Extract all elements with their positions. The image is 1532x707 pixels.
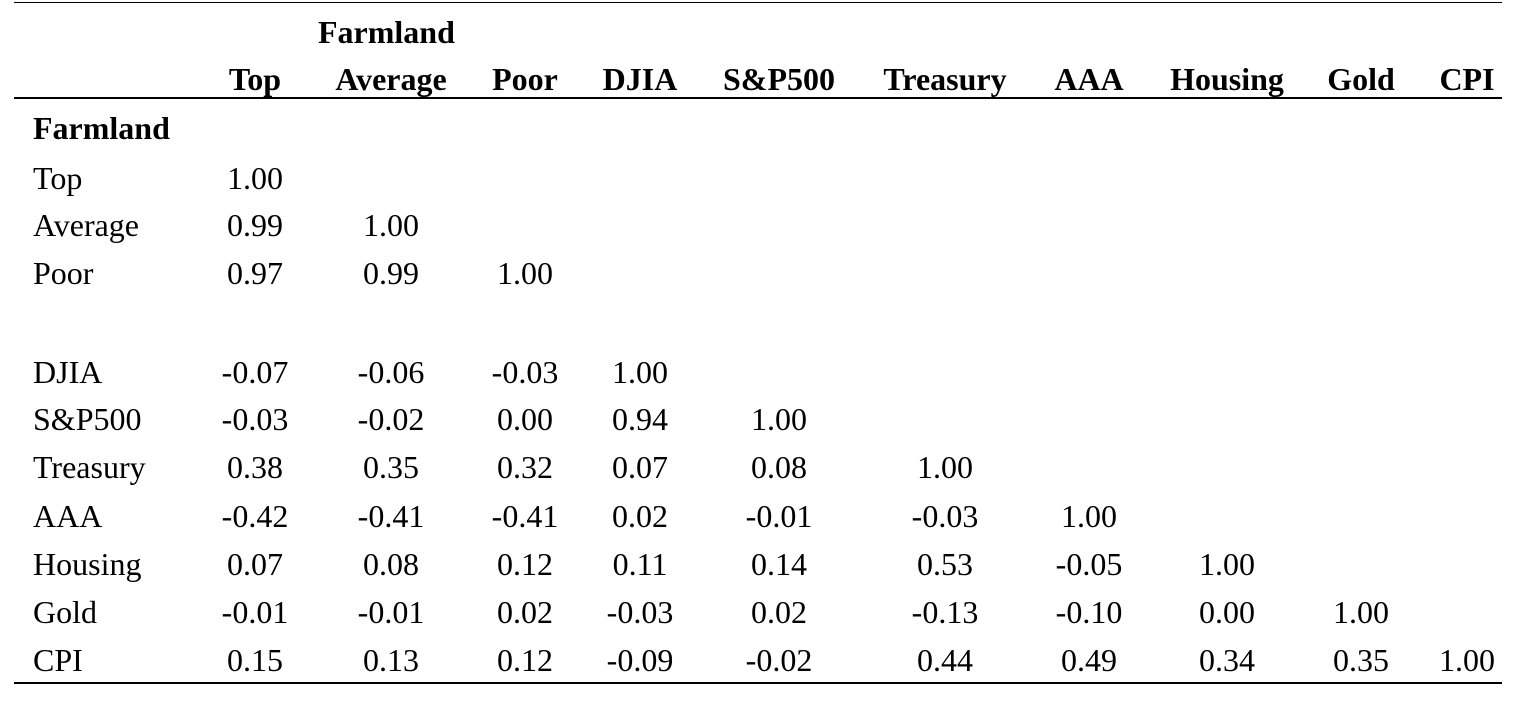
table-cell: 1.00	[1199, 546, 1255, 582]
column-header-aaa: AAA	[1054, 61, 1124, 97]
table-cell: 0.12	[497, 642, 553, 678]
table-cell: 0.35	[1333, 642, 1389, 678]
table-cell: -0.10	[1055, 594, 1123, 630]
table-cell: 1.00	[1333, 594, 1389, 630]
table-cell: 0.32	[497, 449, 553, 485]
table-cell: 0.99	[227, 207, 283, 243]
table-cell: 0.08	[751, 449, 807, 485]
table-cell: 0.44	[917, 642, 973, 678]
table-cell: -0.02	[745, 642, 813, 678]
table-cell: 0.02	[497, 594, 553, 630]
table-cell: 0.14	[751, 546, 807, 582]
table-cell: 0.00	[497, 401, 553, 437]
table-cell: 0.07	[612, 449, 668, 485]
table-cell: -0.42	[221, 498, 289, 534]
table-cell: 0.08	[363, 546, 419, 582]
table-cell: 0.99	[363, 255, 419, 291]
table-cell: -0.13	[911, 594, 979, 630]
table-cell: 0.35	[363, 449, 419, 485]
table-cell: 1.00	[1439, 642, 1495, 678]
table-cell: -0.05	[1055, 546, 1123, 582]
top-rule	[14, 2, 1502, 3]
table-cell: -0.41	[357, 498, 425, 534]
column-header-poor: Poor	[492, 61, 558, 97]
column-header-djia: DJIA	[602, 61, 678, 97]
table-cell: 1.00	[363, 207, 419, 243]
table-cell: 0.49	[1061, 642, 1117, 678]
table-cell: 0.15	[227, 642, 283, 678]
table-cell: -0.09	[606, 642, 674, 678]
table-cell: 0.13	[363, 642, 419, 678]
table-cell: 0.97	[227, 255, 283, 291]
column-header-treasury: Treasury	[883, 61, 1007, 97]
table-cell: -0.03	[606, 594, 674, 630]
row-label: S&P500	[33, 401, 142, 437]
bottom-rule	[14, 682, 1502, 684]
table-cell: 0.11	[612, 546, 668, 582]
table-cell: -0.07	[221, 354, 289, 390]
column-header-housing: Housing	[1170, 61, 1284, 97]
row-label: DJIA	[33, 354, 103, 390]
row-label: CPI	[33, 642, 83, 678]
table-cell: -0.01	[357, 594, 425, 630]
row-label: Housing	[33, 546, 142, 582]
header-rule	[14, 97, 1502, 99]
row-label: Treasury	[33, 449, 146, 485]
table-cell: 0.00	[1199, 594, 1255, 630]
table-cell: -0.41	[491, 498, 559, 534]
table-cell: -0.06	[357, 354, 425, 390]
column-header-average: Average	[335, 61, 447, 97]
column-header-cpi: CPI	[1439, 61, 1495, 97]
table-cell: 1.00	[227, 160, 283, 196]
section-label-farmland: Farmland	[33, 110, 170, 146]
column-header-sandp500: S&P500	[723, 61, 835, 97]
table-cell: -0.03	[911, 498, 979, 534]
row-label: Average	[33, 207, 139, 243]
table-cell: 1.00	[497, 255, 553, 291]
table-cell: -0.02	[357, 401, 425, 437]
table-cell: 0.02	[612, 498, 668, 534]
table-cell: 0.02	[751, 594, 807, 630]
group-header-farmland: Farmland	[318, 14, 455, 50]
table-cell: -0.03	[491, 354, 559, 390]
table-cell: 1.00	[1061, 498, 1117, 534]
table-cell: 1.00	[751, 401, 807, 437]
column-header-top: Top	[228, 61, 282, 97]
table-cell: -0.01	[745, 498, 813, 534]
table-cell: 1.00	[917, 449, 973, 485]
row-label: Top	[33, 160, 83, 196]
row-label: Poor	[33, 255, 94, 291]
table-cell: 0.38	[227, 449, 283, 485]
table-cell: 0.12	[497, 546, 553, 582]
table-cell: 1.00	[612, 354, 668, 390]
table-cell: -0.03	[221, 401, 289, 437]
table-cell: 0.34	[1199, 642, 1255, 678]
row-label: Gold	[33, 594, 97, 630]
row-label: AAA	[33, 498, 103, 534]
table-cell: -0.01	[221, 594, 289, 630]
table-cell: 0.07	[227, 546, 283, 582]
column-header-gold: Gold	[1327, 61, 1395, 97]
table-cell: 0.53	[917, 546, 973, 582]
table-cell: 0.94	[612, 401, 668, 437]
